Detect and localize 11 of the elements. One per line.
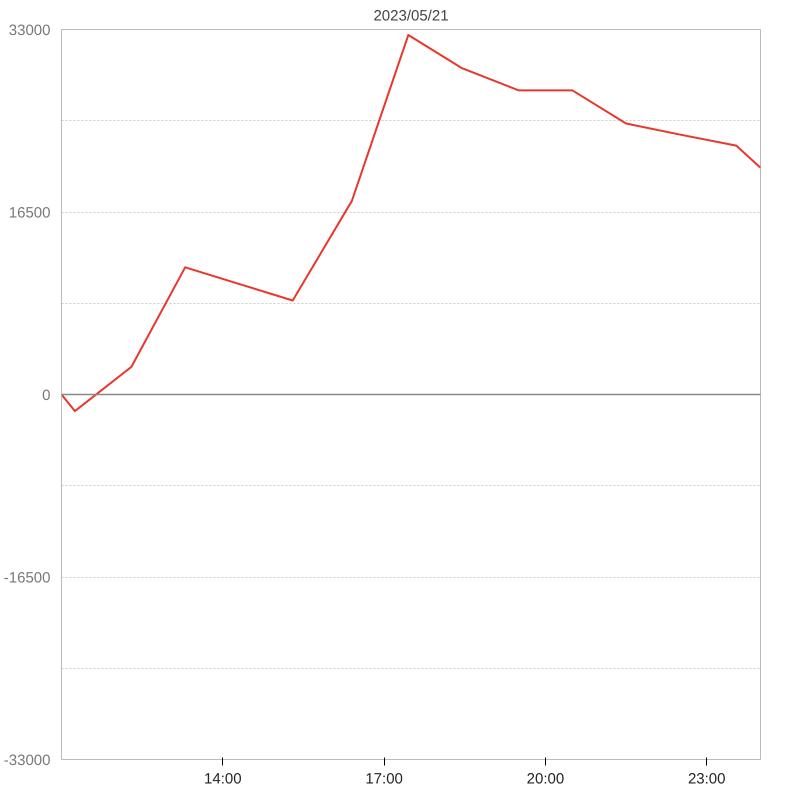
x-tick-label: 14:00 bbox=[204, 770, 242, 788]
line-series bbox=[62, 34, 760, 412]
y-tick-label: -16500 bbox=[4, 570, 51, 586]
y-tick-label: 33000 bbox=[8, 22, 51, 39]
x-tick-label: 20:00 bbox=[526, 770, 564, 788]
y-tick-label: -33000 bbox=[4, 752, 51, 769]
x-tick-label: 23:00 bbox=[688, 770, 726, 788]
x-tick-label: 17:00 bbox=[365, 770, 403, 788]
y-tick-label: 16500 bbox=[8, 204, 51, 222]
y-tick-label: 0 bbox=[42, 387, 50, 404]
chart-title: 2023/05/21 bbox=[373, 8, 449, 24]
